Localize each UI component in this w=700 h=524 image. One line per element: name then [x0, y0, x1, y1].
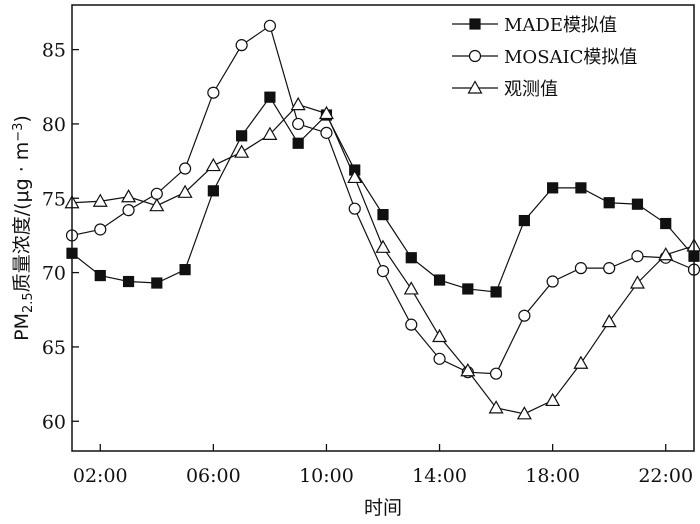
data-point-square — [575, 182, 587, 194]
y-tick-label: 60 — [42, 411, 66, 433]
data-point-triangle — [347, 169, 363, 184]
data-point-circle — [122, 204, 135, 217]
legend-marker-circle — [468, 49, 482, 63]
series-line — [71, 103, 695, 415]
y-tick-label: 80 — [42, 114, 66, 136]
data-point-circle — [348, 202, 361, 215]
data-point-square — [433, 274, 446, 286]
data-point-square — [151, 277, 163, 289]
y-axis: 60 65 70 75 80 85 — [42, 40, 79, 433]
data-point-circle — [235, 39, 248, 52]
data-point-circle — [631, 250, 644, 263]
data-point-square — [660, 217, 672, 230]
data-point-triangle — [460, 363, 476, 377]
series-line — [71, 24, 695, 375]
legend-item: 观测值 — [452, 79, 558, 100]
data-point-triangle — [375, 239, 391, 253]
y-tick-label: 70 — [42, 263, 66, 285]
data-point-circle — [376, 265, 390, 278]
legend-label: MADE模拟值 — [504, 15, 617, 36]
data-point-circle — [574, 262, 588, 275]
legend-label: 观测值 — [504, 79, 558, 100]
data-point-square — [405, 252, 417, 264]
data-point-square — [490, 286, 502, 298]
x-tick-label: 14:00 — [412, 465, 467, 487]
data-point-triangle — [92, 193, 108, 207]
data-point-square — [518, 214, 530, 227]
data-point-triangle — [658, 247, 674, 261]
legend-item: MADE模拟值 — [452, 15, 617, 36]
data-point-circle — [433, 352, 446, 365]
series-layer — [64, 19, 700, 420]
data-point-circle — [178, 162, 192, 175]
x-tick-label: 22:00 — [638, 465, 693, 487]
y-tick-label: 85 — [42, 40, 66, 62]
data-point-triangle — [121, 189, 137, 203]
data-point-triangle — [629, 275, 645, 289]
x-tick-label: 06:00 — [186, 465, 241, 487]
data-point-triangle — [545, 392, 561, 407]
data-point-triangle — [205, 157, 221, 172]
y-axis-title-subscript: 2.5 — [21, 292, 36, 313]
series-line — [71, 96, 695, 293]
data-point-triangle — [601, 313, 617, 328]
plot-frame — [71, 4, 695, 452]
y-axis-title: PM2.5质量浓度/(μg · m−3) — [11, 115, 36, 341]
data-point-square — [547, 182, 559, 194]
y-axis-title-main: PM — [11, 313, 33, 341]
data-point-square — [377, 209, 389, 221]
y-axis-title-close: ) — [11, 115, 33, 122]
data-point-triangle — [516, 406, 532, 420]
data-point-circle — [489, 367, 503, 380]
y-tick-label: 65 — [42, 337, 66, 359]
legend-marker-triangle — [467, 80, 483, 94]
data-point-triangle — [403, 281, 419, 295]
data-point-square — [94, 269, 106, 282]
legend-marker-square — [469, 18, 481, 30]
y-axis-title-text: 质量浓度/(μg · m — [11, 142, 33, 293]
data-point-square — [631, 198, 644, 210]
data-point-triangle — [290, 96, 306, 111]
legend-item: MOSAIC模拟值 — [452, 47, 637, 68]
data-point-circle — [518, 309, 531, 322]
data-point-circle — [320, 126, 333, 139]
data-point-circle — [94, 223, 107, 236]
data-point-square — [207, 185, 219, 197]
data-point-square — [122, 275, 135, 288]
data-point-triangle — [432, 328, 448, 343]
data-point-circle — [603, 262, 616, 275]
data-point-square — [292, 137, 304, 149]
data-point-circle — [546, 275, 559, 288]
data-point-circle — [207, 86, 220, 99]
x-tick-label: 18:00 — [525, 465, 580, 487]
x-axis-title: 时间 — [364, 497, 402, 519]
data-point-triangle — [488, 400, 504, 414]
data-point-triangle — [573, 355, 589, 369]
data-point-square — [603, 197, 615, 209]
data-point-square — [462, 283, 474, 295]
data-point-square — [179, 264, 191, 276]
x-axis: 02:00 06:00 10:00 14:00 18:00 22:00 — [73, 444, 693, 487]
data-point-circle — [150, 187, 163, 200]
data-point-square — [236, 130, 248, 142]
data-point-triangle — [149, 197, 165, 212]
data-point-triangle — [318, 105, 334, 120]
data-point-circle — [405, 318, 418, 331]
data-point-square — [264, 91, 276, 103]
x-tick-label: 02:00 — [73, 465, 128, 487]
data-point-triangle — [262, 126, 278, 140]
data-point-triangle — [177, 184, 193, 198]
data-point-circle — [263, 19, 277, 32]
legend-label: MOSAIC模拟值 — [504, 47, 637, 68]
x-tick-label: 10:00 — [299, 465, 354, 487]
data-point-triangle — [234, 144, 250, 158]
y-axis-title-superscript: −3 — [11, 123, 26, 142]
data-point-circle — [292, 117, 305, 131]
y-tick-label: 75 — [42, 188, 66, 210]
series-triangle — [64, 96, 700, 420]
